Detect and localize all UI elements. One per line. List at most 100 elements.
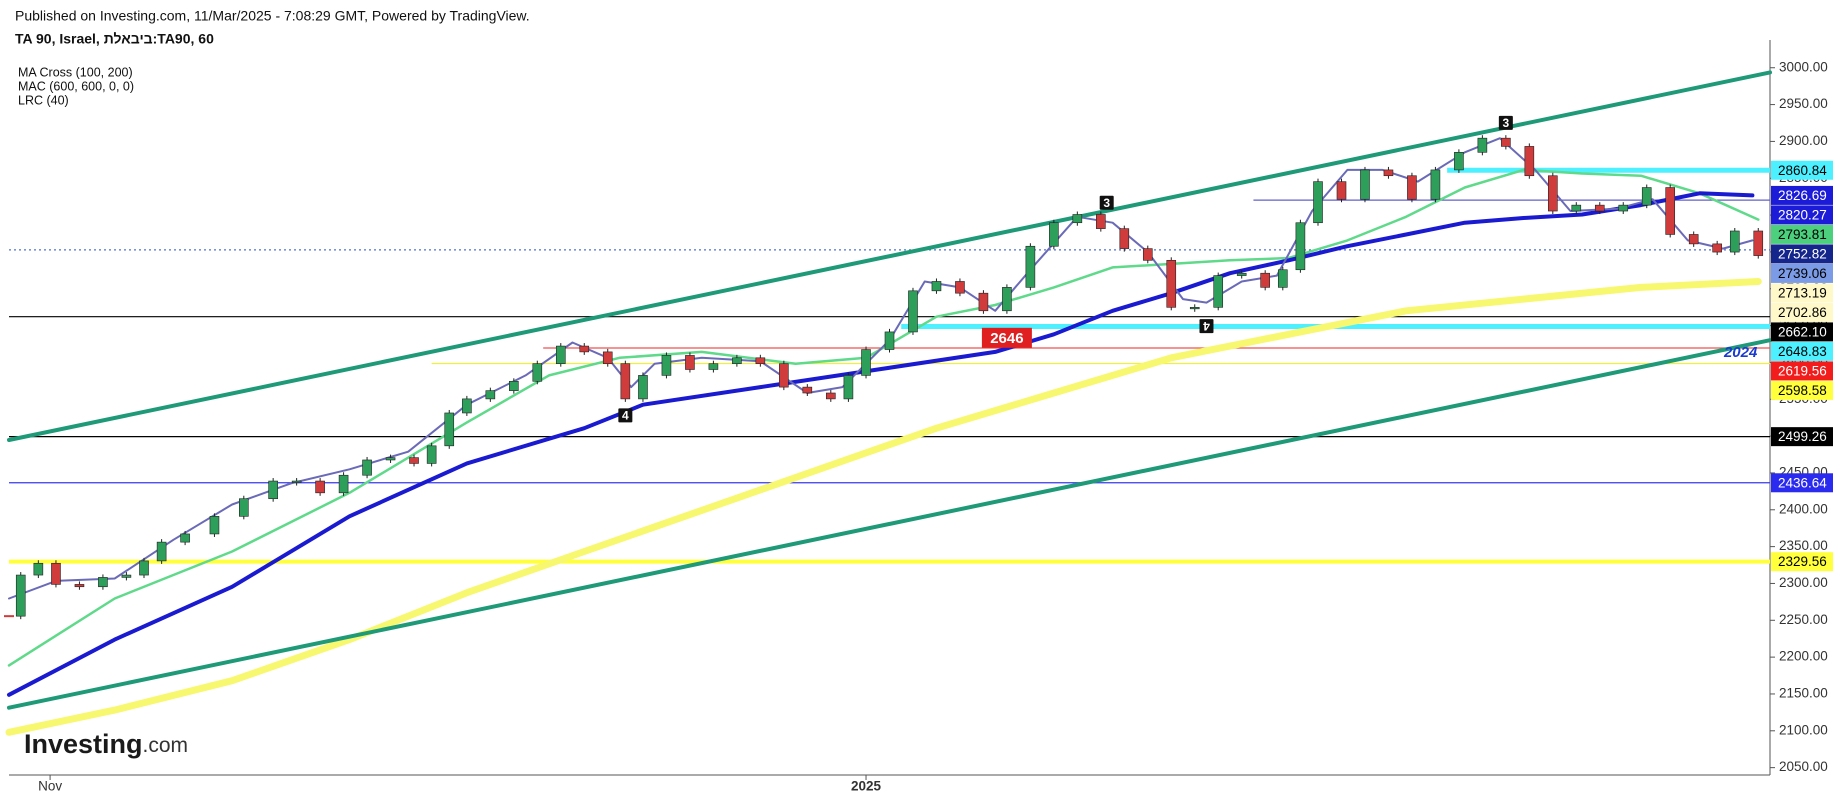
- candle: [1501, 137, 1511, 147]
- plot-area: 3 3 4 4 2646 2024: [4, 70, 1772, 736]
- y-tick-label: 2950.00: [1779, 96, 1828, 111]
- level-box: [1771, 160, 1833, 180]
- annotation-label: 3: [1103, 196, 1110, 210]
- y-tick-label: 3000.00: [1779, 59, 1828, 74]
- level-label: 2598.58: [1778, 383, 1827, 398]
- candle: [315, 480, 325, 494]
- candle: [444, 412, 455, 447]
- candle: [1072, 214, 1083, 224]
- annotation-label: 2646: [990, 330, 1023, 347]
- level-box: [1771, 427, 1833, 447]
- candle: [532, 363, 543, 382]
- candle: [1119, 228, 1130, 249]
- candle: [156, 541, 167, 562]
- y-tick-label: 2200.00: [1779, 649, 1828, 664]
- candle: [51, 562, 61, 585]
- candle: [908, 290, 918, 333]
- level-box: [1771, 473, 1833, 493]
- candle: [1360, 169, 1370, 200]
- symbol-title: TA 90, Israel, ביבאלת:TA90, 60: [15, 31, 214, 47]
- candle: [1712, 243, 1722, 253]
- level-box: [1771, 302, 1833, 322]
- level-box: [1771, 283, 1833, 303]
- candle: [1213, 275, 1224, 308]
- candle: [1336, 181, 1347, 200]
- y-tick-label: 2300.00: [1779, 575, 1828, 590]
- candle: [825, 392, 836, 400]
- candle: [1407, 175, 1417, 200]
- candle: [1142, 248, 1153, 261]
- annotation-label: 4: [1203, 319, 1210, 333]
- candle: [385, 457, 396, 461]
- candle: [884, 331, 895, 350]
- candle: [1571, 204, 1582, 212]
- candle: [638, 375, 648, 400]
- candle: [685, 355, 695, 370]
- indicator-line: [7, 338, 1772, 710]
- indicator-label: LRC (40): [18, 93, 69, 107]
- candle: [33, 562, 44, 576]
- level-label: 2826.69: [1778, 188, 1827, 203]
- candle: [509, 380, 519, 391]
- y-tick-label: 2900.00: [1779, 133, 1828, 148]
- level-box: [1771, 322, 1833, 342]
- candle: [139, 560, 149, 576]
- y-tick-label: 2100.00: [1779, 722, 1828, 737]
- candle: [1477, 137, 1488, 153]
- candle: [708, 363, 719, 370]
- candle: [1665, 187, 1676, 235]
- candle: [931, 281, 942, 292]
- candle: [579, 345, 590, 353]
- y-tick-label: 2150.00: [1779, 686, 1828, 701]
- candle: [362, 459, 372, 476]
- candle: [485, 390, 496, 400]
- candle: [1025, 245, 1036, 288]
- candle: [1295, 222, 1306, 271]
- level-box: [1771, 205, 1833, 225]
- candle: [843, 375, 854, 400]
- candle: [409, 457, 419, 464]
- candle: [1236, 272, 1247, 276]
- level-label: 2860.84: [1778, 163, 1827, 178]
- indicator-line: [7, 168, 1760, 667]
- candle: [1618, 204, 1629, 212]
- level-box: [1771, 552, 1833, 572]
- candle: [15, 574, 26, 617]
- candle: [180, 533, 190, 543]
- candle: [1729, 230, 1740, 253]
- candle: [620, 363, 631, 400]
- candle: [555, 345, 566, 364]
- candle: [732, 357, 742, 364]
- level-box: [1771, 244, 1833, 264]
- candle: [1688, 234, 1699, 245]
- x-tick-label: 2025: [851, 779, 882, 794]
- annotation-box: [981, 327, 1032, 348]
- candle: [1753, 230, 1764, 256]
- logo-main: Investing: [24, 729, 143, 759]
- level-label: 2752.82: [1778, 246, 1827, 261]
- x-tick-label: Nov: [38, 779, 62, 794]
- indicator-line: [7, 191, 1755, 697]
- candle: [1383, 169, 1394, 177]
- logo-suffix: .com: [143, 734, 189, 757]
- y-tick-label: 2400.00: [1779, 501, 1828, 516]
- level-box: [1771, 185, 1833, 205]
- level-box: [1771, 361, 1833, 381]
- indicator-line: [5, 278, 1762, 736]
- y-tick-label: 2050.00: [1779, 759, 1828, 774]
- candle: [1096, 214, 1106, 229]
- level-box: [1771, 380, 1833, 400]
- level-label: 2648.83: [1778, 344, 1827, 359]
- candle: [1454, 152, 1464, 171]
- indicator-line: [8, 137, 1754, 600]
- candle: [1277, 269, 1288, 288]
- y-tick-label: 2250.00: [1779, 612, 1828, 627]
- candle: [1548, 175, 1558, 212]
- level-box: [1771, 341, 1833, 361]
- candle: [239, 498, 249, 517]
- level-label: 2702.86: [1778, 305, 1827, 320]
- candle: [978, 292, 989, 312]
- candle: [755, 357, 766, 364]
